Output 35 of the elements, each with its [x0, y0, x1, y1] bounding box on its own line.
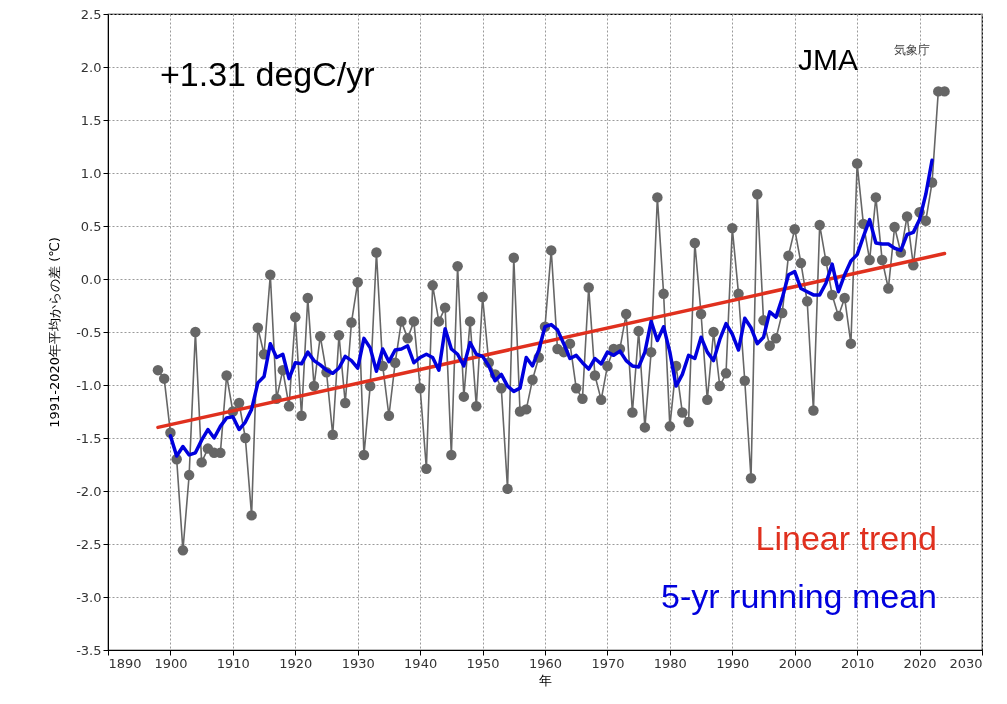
y-tick-label: -3.5 [76, 642, 102, 658]
y-axis-title: 1991-2020年平均からの差 (℃) [47, 237, 63, 428]
y-tick-label: 1.5 [80, 112, 102, 128]
y-tick-label: -3.0 [76, 589, 102, 605]
x-tick-label: 1940 [404, 655, 438, 671]
x-tick-label: 2020 [903, 655, 937, 671]
y-tick-label: 0.5 [80, 218, 102, 234]
y-tick-label: -1.5 [76, 430, 102, 446]
x-tick-label: 1890 [108, 655, 142, 671]
x-tick-label: 1910 [216, 655, 250, 671]
text: 5-yr running mean [661, 577, 937, 615]
y-tick-label: 1.0 [80, 165, 102, 181]
x-tick-label: 1970 [591, 655, 625, 671]
text: Linear trend [755, 519, 937, 557]
annotation: JMA [798, 43, 858, 76]
y-tick-label: -1.0 [76, 377, 102, 393]
x-tick-label: 2000 [778, 655, 812, 671]
x-tick-label: 1950 [466, 655, 500, 671]
x-tick-label: 2010 [841, 655, 875, 671]
annotation: +1.31 degC/yr [160, 55, 375, 93]
y-tick-label: 2.5 [80, 6, 102, 22]
x-tick-label: 1920 [279, 655, 313, 671]
x-tick-label: 1930 [341, 655, 375, 671]
x-tick-label: 1980 [653, 655, 687, 671]
y-tick-label: -2.5 [76, 536, 102, 552]
x-tick-label: 1960 [528, 655, 563, 671]
x-axis-title: 年 [539, 672, 552, 688]
annotation: 気象庁 [894, 43, 930, 57]
x-tick-label: 2030 [949, 655, 983, 671]
y-tick-label: -2.0 [76, 483, 102, 499]
y-tick-label: 2.0 [80, 59, 102, 75]
x-tick-label: 1900 [154, 655, 188, 671]
y-tick-label: -0.5 [76, 324, 102, 340]
y-tick-label: 0.0 [80, 271, 102, 287]
x-tick-label: 1990 [716, 655, 750, 671]
